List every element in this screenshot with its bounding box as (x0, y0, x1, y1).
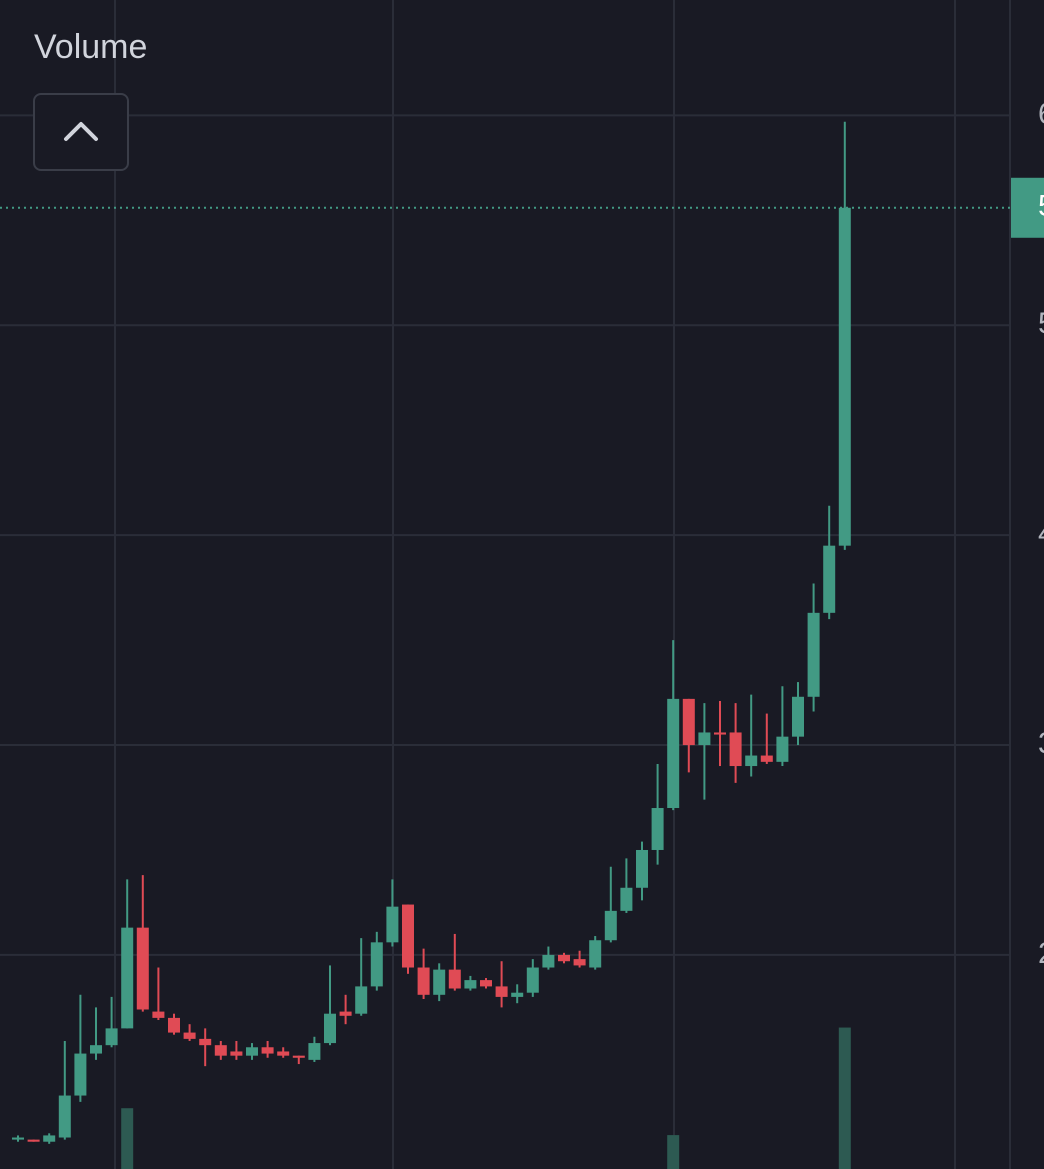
candle-body (480, 980, 492, 987)
candle-body (214, 1045, 227, 1056)
candle-body (620, 887, 633, 911)
candle-body (277, 1051, 290, 1056)
candle-body (636, 849, 648, 888)
candle-body (495, 986, 508, 997)
candle-body (90, 1045, 102, 1054)
last-price-box (1011, 177, 1044, 238)
pane-label: Volume (34, 28, 147, 66)
candle-body (386, 906, 399, 943)
candle-body (43, 1135, 56, 1142)
candle-body (776, 736, 789, 762)
candle-body (604, 910, 617, 941)
y-tick-label: 5 (1038, 307, 1044, 340)
candle-body (573, 959, 586, 966)
candle-body (168, 1017, 180, 1033)
candle-body (324, 1013, 336, 1044)
candle-body (417, 967, 430, 995)
candle-body (74, 1053, 87, 1096)
candle-body (760, 755, 773, 762)
y-tick-label: 4 (1038, 517, 1044, 550)
candle-body (402, 904, 414, 968)
volume-bar (667, 1135, 680, 1169)
candle-body (370, 942, 383, 987)
candle-body (714, 732, 726, 735)
candle-body (511, 992, 524, 997)
candle-body (261, 1047, 274, 1054)
candle-body (136, 927, 149, 1010)
candle-body (729, 732, 742, 767)
candle-body (230, 1051, 243, 1056)
candle-body (339, 1011, 352, 1016)
candle-body (58, 1095, 71, 1138)
candle-body (433, 969, 446, 995)
candle-body (12, 1137, 24, 1140)
candle-body (464, 980, 477, 989)
candle-body (292, 1055, 305, 1058)
volume-bar (121, 1108, 134, 1169)
candle-body (105, 1028, 118, 1046)
candle-body (667, 698, 680, 809)
candle-body (651, 808, 664, 850)
candle-body (355, 986, 368, 1014)
chevron-up-icon[interactable] (64, 122, 98, 141)
collapse-button[interactable] (33, 93, 129, 171)
time-grid (114, 0, 1011, 1169)
candle-body (589, 940, 602, 968)
button-frame[interactable] (33, 93, 129, 171)
candle-body (698, 732, 711, 746)
candle-body (183, 1032, 196, 1039)
candle-body (823, 545, 836, 613)
candle-body (121, 927, 134, 1029)
candle-body (308, 1043, 321, 1060)
y-tick-label: 3 (1038, 727, 1044, 760)
candle-body (27, 1139, 40, 1142)
candle-body (792, 696, 804, 737)
candle-body (542, 954, 555, 968)
candle-body (448, 969, 461, 989)
candle-body (838, 207, 851, 546)
candle-body (745, 755, 758, 767)
volume-bar (838, 1027, 851, 1169)
y-tick-label: 6 (1038, 97, 1044, 130)
y-tick-label: 2 (1038, 937, 1044, 970)
candle-body (558, 954, 570, 962)
candle-body (807, 612, 820, 697)
last-price-label: 5.56 (1038, 190, 1044, 223)
candle-body (526, 967, 539, 993)
candle-body (199, 1038, 212, 1046)
candle-body (246, 1047, 258, 1056)
candle-body (682, 698, 695, 746)
candle-body (152, 1011, 165, 1018)
